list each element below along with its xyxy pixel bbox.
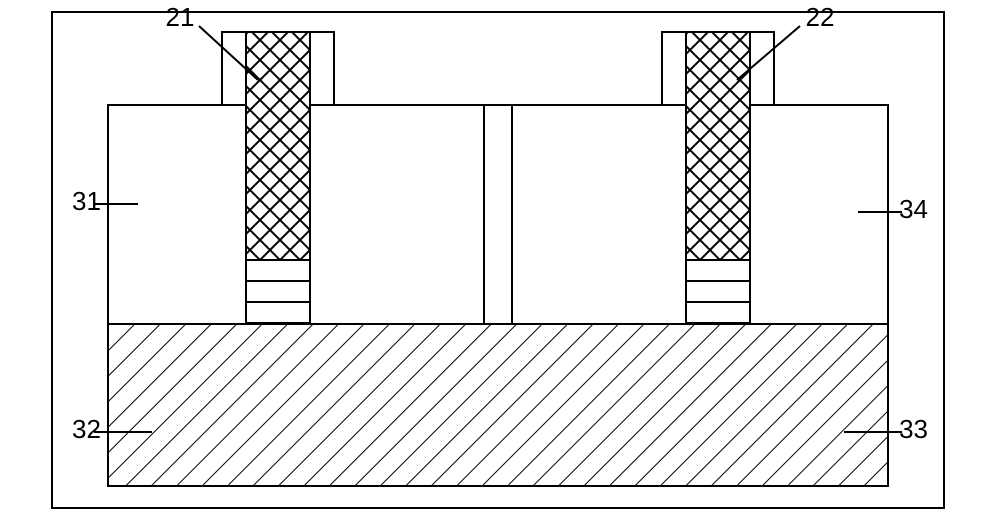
top-block — [108, 105, 888, 324]
pillar-stack-left — [246, 302, 310, 323]
diagram-svg: 21 22 31 34 32 33 — [0, 0, 1000, 513]
diagram-root: 21 22 31 34 32 33 — [0, 0, 1000, 513]
pillar-stack-left — [246, 260, 310, 281]
label-32: 32 — [72, 414, 101, 444]
pillar-stack-right — [686, 302, 750, 323]
substrate — [108, 324, 888, 486]
pillar-stack-right — [686, 260, 750, 281]
label-22: 22 — [806, 2, 835, 32]
pillar-cross-left — [246, 32, 310, 260]
pillar-stack-left — [246, 281, 310, 302]
pillar-stack-right — [686, 281, 750, 302]
label-34: 34 — [899, 194, 928, 224]
label-21: 21 — [166, 2, 195, 32]
pillar-cross-right — [686, 32, 750, 260]
label-33: 33 — [899, 414, 928, 444]
label-31: 31 — [72, 186, 101, 216]
